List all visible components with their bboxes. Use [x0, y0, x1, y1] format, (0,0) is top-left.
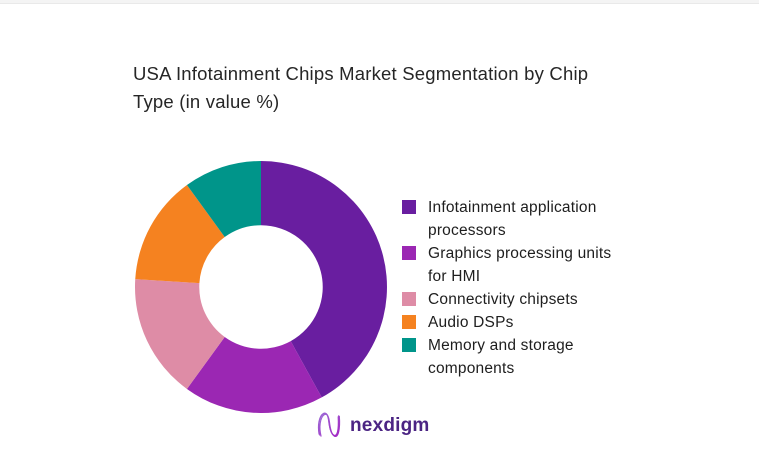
- legend-label-0: Infotainment application processors: [428, 199, 597, 239]
- donut-segment-1: [186, 336, 322, 413]
- legend-swatch-3: [402, 315, 416, 329]
- nexdigm-logo-text: nexdigm: [350, 414, 430, 436]
- legend-label-1: Graphics processing units for HMI: [428, 245, 612, 285]
- donut-segment-2: [135, 279, 225, 389]
- top-border: [0, 0, 759, 4]
- legend-item-0: Infotainment application processors: [402, 196, 654, 242]
- chart-legend: Infotainment application processors Graph…: [402, 196, 654, 380]
- legend-swatch-0: [402, 200, 416, 214]
- chart-title-line-1: USA Infotainment Chips Market Segmentati…: [133, 63, 589, 84]
- legend-item-4: Memory and storage components: [402, 334, 654, 380]
- legend-item-2: Connectivity chipsets: [402, 288, 654, 311]
- legend-swatch-1: [402, 246, 416, 260]
- legend-label-2: Connectivity chipsets: [428, 291, 578, 308]
- chart-title: USA Infotainment Chips Market Segmentati…: [133, 60, 663, 116]
- legend-item-1: Graphics processing units for HMI: [402, 242, 654, 288]
- chart-title-line-2: Type (in value %): [133, 91, 280, 112]
- donut-segment-3: [135, 185, 225, 284]
- legend-label-4: Memory and storage components: [428, 337, 574, 377]
- legend-swatch-4: [402, 338, 416, 352]
- donut-chart: [135, 161, 387, 413]
- donut-segment-0: [261, 161, 387, 398]
- nexdigm-logo-icon: [317, 412, 341, 438]
- nexdigm-logo: nexdigm: [316, 409, 430, 442]
- legend-item-3: Audio DSPs: [402, 311, 654, 334]
- legend-label-3: Audio DSPs: [428, 314, 514, 331]
- legend-swatch-2: [402, 292, 416, 306]
- donut-segment-4: [186, 161, 261, 238]
